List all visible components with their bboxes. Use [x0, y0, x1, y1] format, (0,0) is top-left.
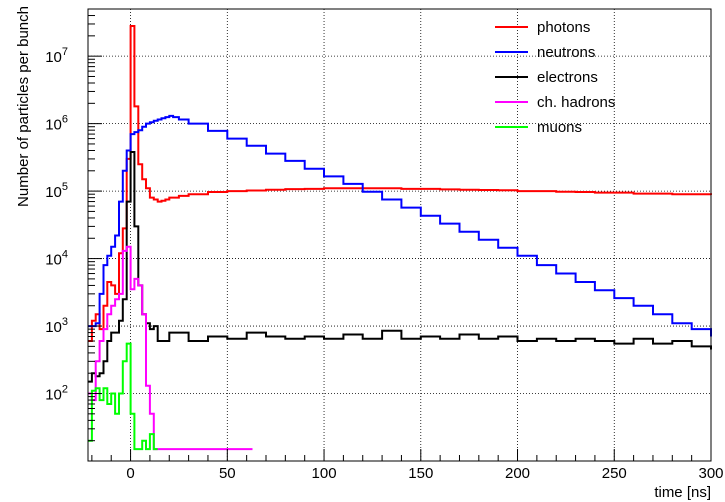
- y-axis: 102 103 104 105 106 107: [45, 8, 102, 442]
- x-tick-label: 200: [505, 465, 530, 482]
- y-tick-label: 103: [45, 316, 68, 336]
- series-line-neutrons: [88, 114, 712, 337]
- y-tick-label: 106: [45, 114, 68, 134]
- series-line-photons: [88, 25, 712, 342]
- legend-label: ch. hadrons: [537, 94, 615, 111]
- x-tick-label: 50: [219, 465, 236, 482]
- legend-label: muons: [537, 119, 582, 136]
- legend-label: neutrons: [537, 44, 595, 61]
- x-tick-label: 0: [126, 465, 134, 482]
- x-tick-label: 150: [408, 465, 433, 482]
- y-tick-label: 104: [45, 249, 68, 269]
- y-tick-label: 107: [45, 46, 68, 66]
- x-axis: 0 50 100 150 200 250 300: [91, 449, 724, 482]
- y-tick-label: 105: [45, 181, 68, 201]
- y-axis-label: Number of particles per bunch: [15, 6, 32, 207]
- x-tick-label: 250: [602, 465, 627, 482]
- x-tick-label: 300: [698, 465, 723, 482]
- series-line-muons: [88, 342, 158, 451]
- legend-label: photons: [537, 19, 590, 36]
- x-axis-label: time [ns]: [654, 484, 711, 501]
- y-tick-label: 102: [45, 384, 68, 404]
- x-tick-label: 100: [312, 465, 337, 482]
- plot-frame: [87, 8, 712, 462]
- series-line-ch-hadrons: [88, 245, 253, 451]
- legend: photons neutrons electrons ch. hadrons muons: [495, 19, 615, 136]
- legend-label: electrons: [537, 69, 598, 86]
- data-series: [88, 25, 712, 451]
- series-line-electrons: [88, 151, 712, 383]
- grid-lines: [88, 9, 712, 461]
